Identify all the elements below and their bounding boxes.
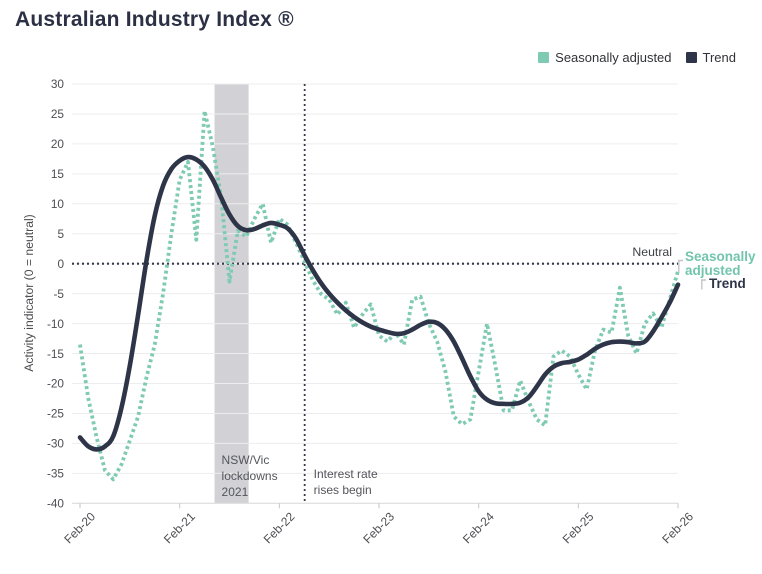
legend-label-seasonally-adjusted: Seasonally adjusted bbox=[555, 50, 672, 65]
y-tick-label: 30 bbox=[51, 77, 65, 91]
x-tick-label: Feb-25 bbox=[560, 509, 597, 546]
legend-item-trend[interactable]: Trend bbox=[685, 50, 736, 65]
x-tick-label: Feb-26 bbox=[659, 509, 696, 546]
x-tick-label: Feb-24 bbox=[460, 509, 497, 546]
series-end-label-trend: Trend bbox=[709, 276, 746, 291]
seasonally-adjusted-swatch-icon bbox=[538, 52, 550, 63]
y-tick-label: -25 bbox=[47, 407, 64, 421]
x-tick-label: Feb-23 bbox=[360, 509, 397, 546]
y-axis-labels: 30 25 20 15 10 5 0 -5 -10 -15 -20 -25 -30 -35 -40 bbox=[47, 77, 65, 510]
y-tick-label: -40 bbox=[47, 497, 64, 511]
x-tick-label: Feb-20 bbox=[61, 509, 98, 546]
y-tick-label: -15 bbox=[47, 347, 64, 361]
y-tick-label: 5 bbox=[57, 227, 64, 241]
seasonally-adjusted-end-bracket bbox=[678, 259, 683, 272]
chart-title: Australian Industry Index ® bbox=[15, 8, 294, 31]
x-tick-label: Feb-21 bbox=[161, 509, 198, 546]
x-tick-label: Feb-22 bbox=[261, 509, 298, 546]
trend-swatch-icon bbox=[685, 52, 697, 63]
annotation-lockdowns: NSW/Vic lockdowns 2021 bbox=[222, 453, 278, 499]
annotation-interest-rate-line: Interest rate bbox=[314, 467, 378, 481]
y-tick-label: 25 bbox=[51, 107, 65, 121]
y-tick-label: -30 bbox=[47, 437, 64, 451]
annotation-lockdowns-line: NSW/Vic bbox=[222, 453, 270, 467]
trend-end-bracket bbox=[701, 279, 706, 290]
y-tick-label: -5 bbox=[54, 287, 65, 301]
y-tick-label: -10 bbox=[47, 317, 64, 331]
series-trend bbox=[77, 154, 681, 452]
gridlines bbox=[72, 83, 678, 504]
y-axis-title: Activity indicator (0 = neutral) bbox=[22, 214, 36, 372]
y-tick-label: 15 bbox=[51, 167, 65, 181]
y-tick-label: 20 bbox=[51, 137, 65, 151]
legend: Seasonally adjusted Trend bbox=[538, 50, 736, 65]
legend-label-trend: Trend bbox=[702, 50, 736, 65]
y-tick-label: -20 bbox=[47, 377, 64, 391]
legend-item-seasonally-adjusted[interactable]: Seasonally adjusted bbox=[538, 50, 672, 65]
y-tick-label: 0 bbox=[57, 257, 64, 271]
series-end-label-seasonally-adjusted: Seasonally adjusted bbox=[685, 249, 756, 278]
annotation-interest-rate-line: rises begin bbox=[314, 483, 372, 497]
series-seasonally-adjusted bbox=[78, 109, 680, 482]
y-tick-label: -35 bbox=[47, 467, 64, 481]
annotation-interest-rate: Interest rate rises begin bbox=[314, 467, 378, 497]
x-axis: Feb-20 Feb-21 Feb-22 Feb-23 Feb-24 Feb-25 Feb-… bbox=[61, 503, 696, 546]
neutral-label: Neutral bbox=[632, 245, 672, 259]
y-tick-label: 10 bbox=[51, 197, 65, 211]
annotation-lockdowns-line: 2021 bbox=[222, 485, 249, 499]
annotation-lockdowns-line: lockdowns bbox=[222, 469, 278, 483]
